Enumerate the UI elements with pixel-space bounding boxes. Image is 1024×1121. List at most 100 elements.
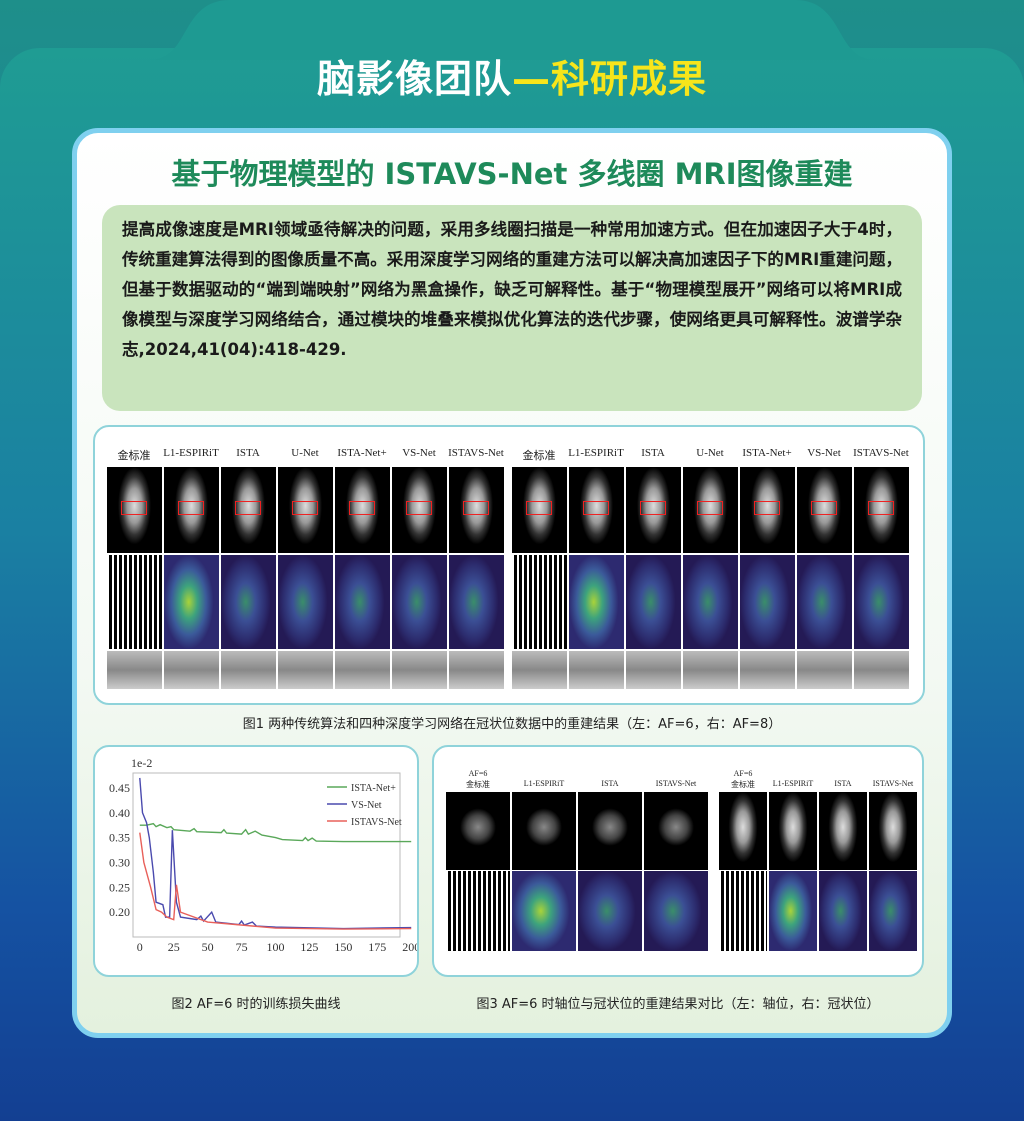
fig1-zoom-crop: [626, 651, 681, 689]
fig3-error-map: [819, 871, 867, 951]
fig1-zoom-crop: [392, 651, 447, 689]
fig1-column-label: ISTA: [641, 447, 665, 459]
fig1-zoom-crop: [164, 651, 219, 689]
legend-label: ISTA-Net+: [351, 783, 396, 794]
fig1-column-label: ISTAVS-Net: [448, 447, 504, 459]
fig1-zoom-crop: [449, 651, 504, 689]
fig1-error-map: [335, 555, 390, 649]
fig1-knee-image: [164, 467, 219, 553]
fig1-error-map: [797, 555, 852, 649]
fig3-image: [769, 792, 817, 870]
fig1-error-map: [164, 555, 219, 649]
y-tick-label: 0.30: [109, 855, 130, 869]
fig1-knee-image: [392, 467, 447, 553]
y-tick-label: 0.40: [109, 806, 130, 820]
fig1-zoom-crop: [569, 651, 624, 689]
fig1-knee-image: [512, 467, 567, 553]
fig3-image: [578, 792, 642, 870]
fig1-column-label: ISTAVS-Net: [853, 447, 909, 459]
figure-3: AF=6 金标准 L1-ESPIRiT ISTA ISTAVS-Net AF=6 金标准 L1…: [432, 745, 924, 977]
abstract: 提高成像速度是MRI领域亟待解决的问题，采用多线圈扫描是一种常用加速方式。但在加…: [102, 205, 922, 411]
series-line-ista-net+: [139, 822, 412, 843]
x-tick-label: 25: [168, 940, 180, 954]
figure-3-caption: 图3 AF=6 时轴位与冠状位的重建结果对比（左：轴位，右：冠状位）: [476, 997, 880, 1012]
fig1-zoom-crop: [107, 651, 162, 689]
fig1-error-map: [392, 555, 447, 649]
fig3-column-label: ISTA: [601, 779, 619, 788]
x-tick-label: 100: [267, 940, 285, 954]
fig3-column-label: ISTA: [834, 779, 852, 788]
y-scale-label: 1e-2: [131, 756, 152, 770]
fig1-zoom-crop: [683, 651, 738, 689]
fig1-knee-image: [569, 467, 624, 553]
fig1-zoom-crop: [335, 651, 390, 689]
series-line-vs-net: [139, 777, 412, 930]
fig1-column-label: VS-Net: [402, 447, 436, 459]
fig1-error-map: [740, 555, 795, 649]
fig1-knee-image: [683, 467, 738, 553]
fig1-column-label: U-Net: [696, 447, 724, 459]
y-tick-label: 0.35: [109, 831, 130, 845]
x-tick-label: 150: [334, 940, 352, 954]
fig1-column-label: ISTA-Net+: [742, 447, 792, 459]
fig1-knee-image: [107, 467, 162, 553]
fig3-error-map: [446, 871, 510, 951]
fig1-column-label: VS-Net: [807, 447, 841, 459]
fig3-error-map: [578, 871, 642, 951]
fig3-error-map: [719, 871, 767, 951]
fig1-knee-image: [854, 467, 909, 553]
subtitle: 基于物理模型的 ISTAVS-Net 多线圈 MRI图像重建: [171, 157, 853, 191]
fig3-column-label: ISTAVS-Net: [872, 779, 914, 788]
fig3-column-label: 金标准: [731, 780, 755, 789]
fig3-error-map: [869, 871, 917, 951]
x-tick-label: 200: [402, 940, 419, 954]
fig3-error-map: [512, 871, 576, 951]
fig1-zoom-crop: [221, 651, 276, 689]
fig3-error-map: [769, 871, 817, 951]
fig3-column-label: ISTAVS-Net: [655, 779, 697, 788]
fig1-error-map: [449, 555, 504, 649]
fig1-knee-image: [278, 467, 333, 553]
x-tick-label: 50: [202, 940, 214, 954]
title-team: 脑影像团队: [316, 57, 512, 101]
fig3-image: [512, 792, 576, 870]
figure-2-caption: 图2 AF=6 时的训练损失曲线: [171, 997, 341, 1012]
fig1-error-map: [626, 555, 681, 649]
fig3-error-map: [644, 871, 708, 951]
fig3-column-label: L1-ESPIRiT: [772, 779, 814, 788]
fig1-knee-image: [740, 467, 795, 553]
legend-label: ISTAVS-Net: [351, 817, 402, 828]
x-tick-label: 0: [137, 940, 143, 954]
fig3-image: [719, 792, 767, 870]
fig1-error-map: [854, 555, 909, 649]
figure-1-caption: 图1 两种传统算法和四种深度学习网络在冠状位数据中的重建结果（左：AF=6，右：…: [242, 717, 782, 732]
legend-label: VS-Net: [351, 800, 382, 811]
fig1-error-map: [512, 555, 567, 649]
fig1-error-map: [107, 555, 162, 649]
fig1-column-label: 金标准: [522, 450, 556, 462]
fig1-zoom-crop: [854, 651, 909, 689]
fig1-error-map: [569, 555, 624, 649]
loss-chart: 1e-2 0 25 50 75 100 125 150 175 200 0.20 0.25 0.30 0.…: [109, 756, 419, 954]
y-tick-label: 0.25: [109, 880, 130, 894]
fig1-column-label: ISTA-Net+: [337, 447, 387, 459]
x-tick-label: 125: [300, 940, 318, 954]
fig3-af-label: AF=6: [733, 769, 753, 778]
series-line-istavs-net: [139, 832, 412, 930]
x-tick-label: 175: [368, 940, 386, 954]
fig1-error-map: [278, 555, 333, 649]
fig1-column-label: U-Net: [291, 447, 319, 459]
title-results: —科研成果: [512, 57, 708, 101]
fig3-column-label: 金标准: [466, 780, 490, 789]
fig3-image: [819, 792, 867, 870]
plot-frame: [132, 772, 401, 938]
fig1-zoom-crop: [512, 651, 567, 689]
x-tick-label: 75: [236, 940, 248, 954]
fig3-image: [446, 792, 510, 870]
y-tick-label: 0.20: [109, 905, 130, 919]
fig1-knee-image: [626, 467, 681, 553]
figure-2: 1e-2 0 25 50 75 100 125 150 175 200 0.20 0.25 0.30 0.…: [93, 745, 419, 977]
fig3-image: [644, 792, 708, 870]
fig1-zoom-crop: [740, 651, 795, 689]
header-tab: [150, 0, 875, 60]
